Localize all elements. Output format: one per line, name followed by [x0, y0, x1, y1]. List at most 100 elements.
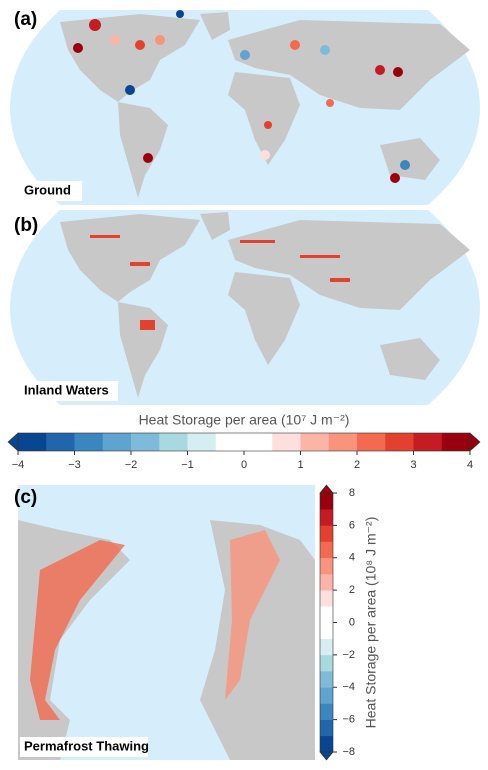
- colorbar-segment: [320, 654, 333, 672]
- colorbar-tick-label: −1: [181, 459, 194, 471]
- eurasia: [228, 220, 470, 310]
- colorbar-title: Heat Storage per area (10⁸ J m⁻²): [363, 517, 379, 729]
- site: [240, 50, 250, 60]
- colorbar-extension: [319, 751, 334, 761]
- colorbar-segment: [244, 433, 273, 451]
- colorbar-segment: [320, 703, 333, 720]
- colorbar-tick-label: −4: [342, 681, 355, 693]
- site: [390, 173, 400, 183]
- site: [400, 160, 410, 170]
- site: [264, 121, 272, 129]
- colorbar-tick-label: 0: [349, 616, 355, 628]
- africa: [228, 272, 300, 365]
- permafrost-region: [225, 530, 280, 700]
- colorbar-segment: [159, 433, 188, 451]
- site-markers: [73, 10, 410, 183]
- pixel: [140, 320, 155, 330]
- colorbar-extension: [469, 432, 481, 452]
- colorbar-segment: [320, 573, 333, 591]
- colorbar-segment: [320, 622, 333, 639]
- greenland: [200, 12, 230, 40]
- panel-label: Permafrost Thawing: [24, 738, 149, 753]
- colorbar-segment: [320, 638, 333, 656]
- site: [135, 40, 145, 50]
- map-inland-waters: (b) Inland Waters: [10, 210, 480, 405]
- colorbar-tick-label: −3: [68, 459, 81, 471]
- site: [260, 150, 270, 160]
- colorbar-tick-label: 4: [467, 459, 473, 471]
- south-america: [118, 302, 168, 398]
- colorbars: Heat Storage per area (10⁷ J m⁻²) −4 −3 −2 −…: [7, 412, 481, 761]
- site: [73, 43, 83, 53]
- colorbar-tick-label: −8: [342, 746, 355, 758]
- site: [125, 85, 135, 95]
- site: [320, 45, 330, 55]
- site: [375, 65, 385, 75]
- water-pixels: [90, 235, 350, 330]
- colorbar-segment: [320, 671, 333, 688]
- colorbar-segment: [320, 735, 333, 753]
- greenland: [200, 212, 230, 240]
- colorbar-tick-label: 4: [349, 552, 355, 564]
- colorbar-segment: [320, 493, 333, 510]
- colorbar-tick-label: 2: [354, 459, 360, 471]
- colorbar-segment: [187, 433, 217, 451]
- colorbar-segment: [320, 541, 333, 559]
- site: [89, 19, 101, 31]
- pixel: [240, 240, 275, 243]
- colorbar-tick-label: 2: [349, 584, 355, 596]
- site: [110, 35, 120, 45]
- panel-label: Inland Waters: [24, 382, 109, 397]
- label-box: [20, 737, 148, 757]
- australia: [380, 338, 440, 380]
- colorbar-tick-label: 0: [241, 459, 247, 471]
- panel-tag: (c): [14, 487, 37, 508]
- colorbar-segment: [320, 687, 333, 704]
- colorbar-segment: [131, 433, 160, 451]
- label-box: [20, 181, 82, 201]
- colorbar-segment: [385, 433, 414, 451]
- colorbar-extension: [319, 484, 334, 494]
- colorbar-tick-label: −6: [342, 714, 355, 726]
- colorbar-segment: [328, 433, 358, 451]
- north-america: [60, 14, 200, 102]
- site: [290, 40, 300, 50]
- colorbar-segment: [272, 433, 301, 451]
- colorbar-segment: [320, 606, 333, 623]
- colorbar-segment: [357, 433, 386, 451]
- colorbar-extension: [7, 432, 19, 452]
- site: [393, 67, 403, 77]
- colorbar-tick-label: 3: [410, 459, 416, 471]
- colorbar-tick-label: −2: [342, 649, 355, 661]
- colorbar-tick-label: −4: [12, 459, 25, 471]
- eurasia: [200, 520, 315, 760]
- colorbar-segment: [441, 433, 471, 451]
- eurasia: [228, 20, 470, 110]
- colorbar-segment: [18, 433, 47, 451]
- colorbar-segment: [320, 719, 333, 737]
- colorbar-segment: [46, 433, 75, 451]
- australia: [380, 138, 440, 180]
- panel-label: Ground: [24, 182, 71, 197]
- pixel: [90, 235, 120, 238]
- pixel: [330, 278, 350, 282]
- panel-tag: (a): [14, 9, 37, 30]
- site: [326, 99, 334, 107]
- panel-tag: (b): [14, 215, 38, 236]
- colorbar-tick-label: 8: [349, 487, 355, 499]
- pixel: [130, 262, 150, 266]
- colorbar-title: Heat Storage per area (10⁷ J m⁻²): [139, 412, 350, 428]
- colorbar-segment: [102, 433, 132, 451]
- colorbar-segment: [215, 433, 245, 451]
- colorbar-segment: [320, 509, 333, 526]
- colorbar-segment: [300, 433, 330, 451]
- site: [176, 10, 184, 18]
- colorbar-segment: [413, 433, 443, 451]
- map-ground: (a) Ground: [10, 9, 480, 205]
- africa: [228, 72, 300, 165]
- colorbar-segment: [74, 433, 104, 451]
- colorbar-tick-label: −2: [125, 459, 138, 471]
- site: [143, 153, 153, 163]
- permafrost-region: [30, 540, 125, 720]
